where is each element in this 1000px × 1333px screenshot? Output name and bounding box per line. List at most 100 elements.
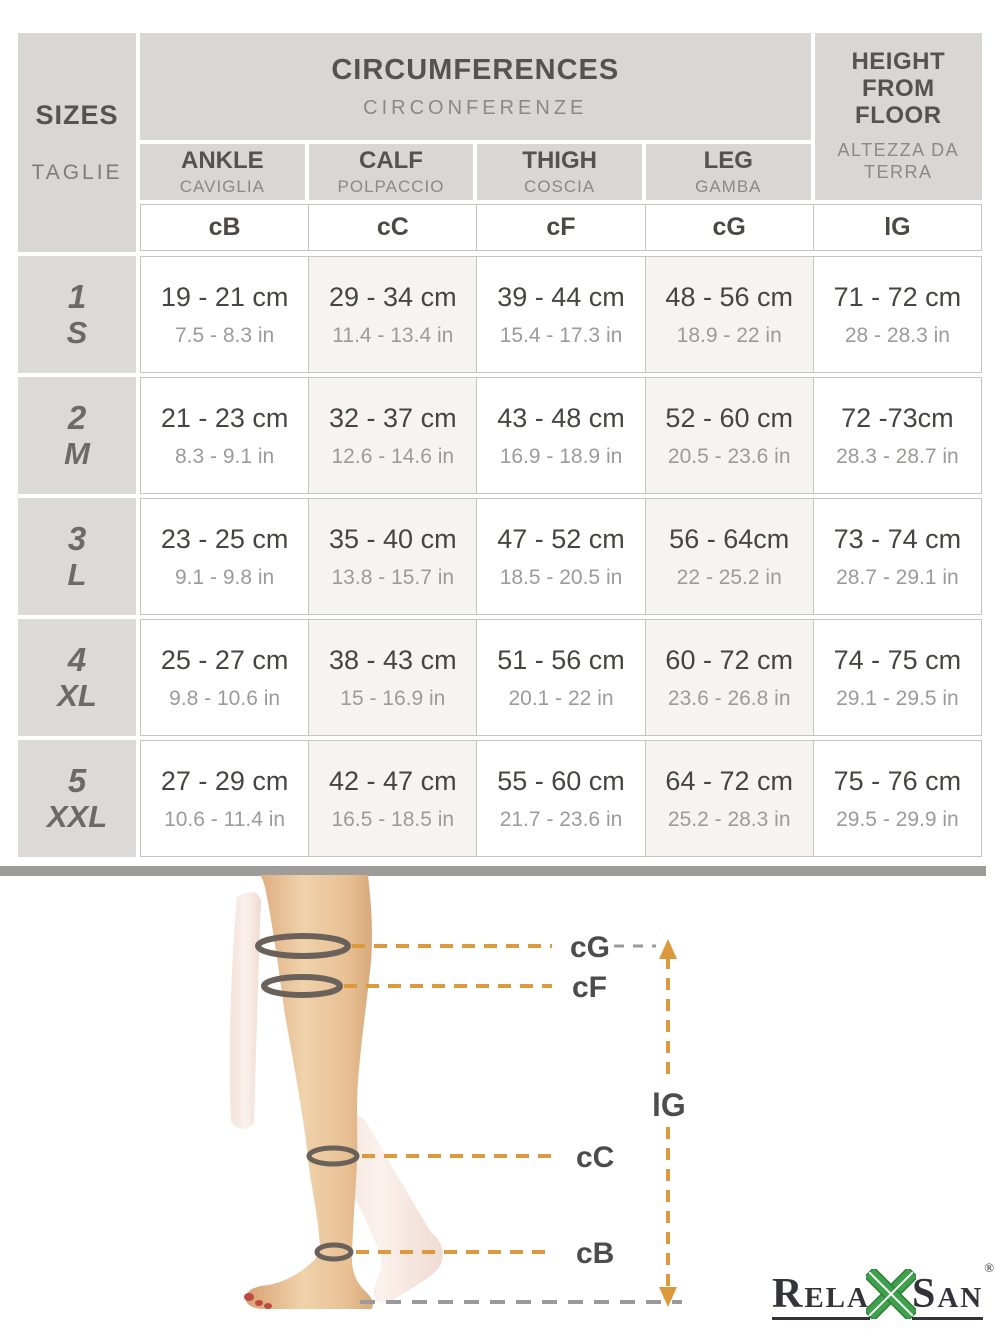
value-cm: 71 - 72 cm (833, 281, 962, 312)
cell-calf: 32 - 37 cm 12.6 - 14.6 in (308, 378, 477, 493)
value-in: 29.5 - 29.9 in (836, 807, 959, 831)
value-cm: 75 - 76 cm (833, 765, 962, 796)
height-label-en: HEIGHT FROM FLOOR (851, 48, 946, 129)
value-cm: 38 - 43 cm (329, 644, 457, 675)
size-cell-4-xl: 4 XL (18, 619, 136, 736)
value-in: 10.6 - 11.4 in (164, 807, 286, 831)
size-number: 2 (67, 399, 87, 437)
cell-thigh: 55 - 60 cm 21.7 - 23.6 in (476, 741, 645, 856)
size-cell-3-l: 3 L (18, 498, 136, 615)
value-cm: 23 - 25 cm (160, 523, 289, 554)
height-label-it: ALTEZZA DA TERRA (837, 139, 960, 183)
value-cm: 74 - 75 cm (833, 644, 962, 675)
value-cm: 72 -73cm (841, 402, 954, 433)
value-cm: 51 - 56 cm (497, 644, 625, 675)
value-cm: 48 - 56 cm (665, 281, 793, 312)
value-cm: 29 - 34 cm (329, 281, 457, 312)
table-row: 5 XXL 27 - 29 cm 10.6 - 11.4 in 42 - 47 c… (18, 740, 982, 857)
value-in: 22 - 25.2 in (676, 565, 782, 589)
code-lG: lG (812, 205, 982, 250)
value-in: 15 - 16.9 in (340, 686, 446, 710)
value-in: 28.7 - 29.1 in (836, 565, 959, 589)
cell-calf: 29 - 34 cm 11.4 - 13.4 in (308, 257, 477, 372)
cB-label: cB (576, 1237, 614, 1270)
column-header-calf: CALF POLPACCIO (308, 144, 474, 200)
cell-calf: 35 - 40 cm 13.8 - 15.7 in (308, 499, 477, 614)
value-in: 9.8 - 10.6 in (169, 686, 281, 710)
value-cm: 73 - 74 cm (833, 523, 962, 554)
ankle-band-cB (314, 1242, 354, 1262)
measure-code-row: cB cC cF cG lG (140, 204, 982, 251)
size-cell-2-m: 2 M (18, 377, 136, 494)
logo-x-icon (863, 1266, 919, 1324)
column-header-height-from-floor: HEIGHT FROM FLOOR ALTEZZA DA TERRA (814, 33, 982, 200)
size-number: 1 (67, 278, 87, 316)
toenail (264, 1303, 272, 1309)
value-cm: 60 - 72 cm (665, 644, 793, 675)
value-in: 28.3 - 28.7 in (836, 444, 959, 468)
cell-calf: 38 - 43 cm 15 - 16.9 in (308, 620, 477, 735)
circumferences-label-en: CIRCUMFERENCES (331, 53, 620, 86)
circumferences-header-cell: CIRCUMFERENCES CIRCONFERENZE (140, 33, 811, 140)
sizes-label-en: SIZES (35, 100, 119, 130)
value-in: 23.6 - 26.8 in (667, 686, 791, 710)
relaxsan-logo: Rela San ® (772, 1258, 995, 1322)
value-in: 25.2 - 28.3 in (667, 807, 791, 831)
size-cell-5-xxl: 5 XXL (18, 740, 136, 857)
value-in: 16.9 - 18.9 in (499, 444, 623, 468)
value-cm: 25 - 27 cm (160, 644, 289, 675)
table-bottom-bar (0, 866, 986, 876)
cF-label: cF (572, 971, 607, 1004)
leg-illustration: cG cF cC cB lG (229, 875, 686, 1309)
size-cell-1-s: 1 S (18, 256, 136, 373)
table-row: 4 XL 25 - 27 cm 9.8 - 10.6 in 38 - 43 cm 1… (18, 619, 982, 736)
cell-leg: 56 - 64cm 22 - 25.2 in (644, 499, 813, 614)
toenail (255, 1300, 263, 1306)
cell-height: 71 - 72 cm 28 - 28.3 in (812, 257, 982, 372)
value-cm: 32 - 37 cm (329, 402, 457, 433)
cell-leg: 60 - 72 cm 23.6 - 26.8 in (644, 620, 813, 735)
cell-height: 74 - 75 cm 29.1 - 29.5 in (812, 620, 982, 735)
cell-height: 73 - 74 cm 28.7 - 29.1 in (812, 499, 982, 614)
circumferences-label-it: CIRCONFERENZE (363, 96, 588, 119)
cell-thigh: 47 - 52 cm 18.5 - 20.5 in (476, 499, 645, 614)
registered-trademark-symbol: ® (984, 1260, 995, 1275)
calf-label-en: CALF (358, 147, 423, 174)
value-in: 7.5 - 8.3 in (174, 323, 275, 347)
cell-height: 72 -73cm 28.3 - 28.7 in (812, 378, 982, 493)
code-cF: cF (476, 205, 645, 250)
size-letter: XL (57, 677, 97, 713)
size-letter: S (66, 314, 88, 350)
calf-band-cC (306, 1145, 360, 1167)
size-letter: XXL (46, 798, 108, 834)
table-header: SIZES TAGLIE CIRCUMFERENCES CIRCONFERENZ… (18, 33, 982, 252)
value-cm: 52 - 60 cm (665, 402, 793, 433)
size-letter: L (67, 556, 87, 592)
cell-thigh: 43 - 48 cm 16.9 - 18.9 in (476, 378, 645, 493)
leg-label-en: LEG (703, 147, 753, 174)
size-number: 3 (67, 520, 87, 558)
value-cm: 35 - 40 cm (329, 523, 457, 554)
value-in: 16.5 - 18.5 in (331, 807, 455, 831)
cG-label: cG (570, 931, 610, 964)
thigh-band-cG (255, 933, 351, 959)
size-letter: M (64, 435, 90, 471)
thigh-band-cF (261, 974, 343, 998)
value-in: 13.8 - 15.7 in (331, 565, 455, 589)
column-header-leg: LEG GAMBA (645, 144, 811, 200)
value-in: 12.6 - 14.6 in (331, 444, 455, 468)
cell-ankle: 27 - 29 cm 10.6 - 11.4 in (141, 741, 309, 856)
table-row: 3 L 23 - 25 cm 9.1 - 9.8 in 35 - 40 cm 13.… (18, 498, 982, 615)
leg-measurement-diagram: cG cF cC cB lG (0, 875, 1000, 1333)
value-cm: 47 - 52 cm (497, 523, 625, 554)
value-cm: 39 - 44 cm (497, 281, 625, 312)
cell-leg: 48 - 56 cm 18.9 - 22 in (644, 257, 813, 372)
cell-thigh: 39 - 44 cm 15.4 - 17.3 in (476, 257, 645, 372)
calf-label-it: POLPACCIO (337, 177, 445, 196)
value-cm: 19 - 21 cm (160, 281, 289, 312)
column-header-thigh: THIGH COSCIA (477, 144, 642, 200)
table-row: 1 S 19 - 21 cm 7.5 - 8.3 in 29 - 34 cm 11.… (18, 256, 982, 373)
cell-ankle: 25 - 27 cm 9.8 - 10.6 in (141, 620, 309, 735)
cell-height: 75 - 76 cm 29.5 - 29.9 in (812, 741, 982, 856)
